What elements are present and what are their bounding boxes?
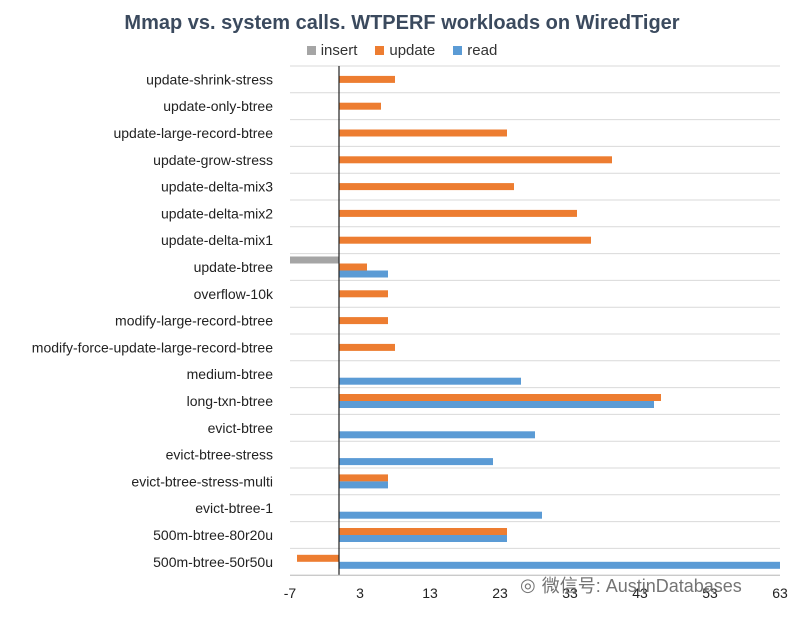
bar-update bbox=[339, 263, 367, 271]
category-label: medium-btree bbox=[187, 366, 274, 382]
bar-read bbox=[339, 535, 507, 542]
bar-update bbox=[339, 343, 395, 351]
x-tick-label: -7 bbox=[284, 585, 297, 601]
legend-label: update bbox=[389, 42, 436, 59]
category-label: update-delta-mix1 bbox=[161, 232, 273, 248]
bar-read bbox=[339, 270, 388, 278]
chart-title: Mmap vs. system calls. WTPERF workloads … bbox=[124, 12, 680, 34]
bar-update bbox=[339, 528, 507, 535]
category-label: update-delta-mix3 bbox=[161, 179, 273, 195]
legend: insert update read bbox=[0, 42, 804, 59]
legend-swatch bbox=[306, 46, 316, 55]
bar-update bbox=[339, 290, 388, 298]
category-label: update-delta-mix2 bbox=[161, 205, 273, 221]
legend-swatch bbox=[453, 46, 463, 55]
bar-read bbox=[339, 511, 542, 519]
category-label: evict-btree-stress-multi bbox=[131, 473, 273, 489]
wechat-icon: ◎ bbox=[520, 574, 536, 595]
bar-update bbox=[339, 129, 507, 137]
bar-read bbox=[339, 481, 388, 489]
legend-swatch bbox=[375, 46, 385, 55]
category-label: evict-btree-stress bbox=[166, 447, 273, 463]
category-label: update-large-record-btree bbox=[113, 125, 273, 141]
x-tick-label: 33 bbox=[562, 585, 578, 601]
bar-update bbox=[339, 236, 591, 244]
category-label: update-shrink-stress bbox=[146, 71, 273, 87]
legend-item-update: update bbox=[375, 42, 435, 59]
x-tick-label: 13 bbox=[422, 585, 438, 601]
x-tick-label: 3 bbox=[356, 585, 364, 601]
watermark-text: 微信号: AustinDatabases bbox=[541, 576, 742, 596]
category-label: modify-force-update-large-record-btree bbox=[32, 339, 273, 355]
bar-update bbox=[339, 156, 612, 164]
bar-update bbox=[339, 75, 395, 83]
legend-label: read bbox=[467, 42, 498, 59]
x-tick-label: 53 bbox=[702, 585, 718, 601]
category-label: evict-btree bbox=[208, 420, 274, 436]
bar-update bbox=[339, 317, 388, 325]
bar-update bbox=[339, 183, 514, 191]
legend-label: insert bbox=[320, 42, 358, 59]
category-label: long-txn-btree bbox=[187, 393, 274, 409]
bar-insert bbox=[290, 256, 339, 264]
bar-read bbox=[339, 561, 780, 569]
category-label: 500m-btree-80r20u bbox=[153, 527, 273, 543]
bar-update bbox=[339, 394, 661, 401]
bar-read bbox=[339, 431, 535, 439]
category-label: overflow-10k bbox=[194, 286, 274, 302]
category-label: modify-large-record-btree bbox=[115, 313, 273, 329]
x-tick-label: 23 bbox=[492, 585, 508, 601]
bar-update bbox=[339, 474, 388, 482]
category-label: update-only-btree bbox=[163, 98, 273, 114]
x-tick-label: 43 bbox=[632, 585, 648, 601]
bar-read bbox=[339, 458, 493, 466]
category-label: 500m-btree-50r50u bbox=[153, 554, 273, 570]
bar-update bbox=[339, 209, 577, 217]
category-label: update-btree bbox=[194, 259, 274, 275]
bar-read bbox=[339, 377, 521, 385]
legend-item-insert: insert bbox=[306, 42, 358, 59]
bar-update bbox=[297, 554, 339, 562]
category-label: evict-btree-1 bbox=[195, 500, 273, 516]
watermark: ◎ 微信号: AustinDatabases bbox=[520, 572, 742, 598]
legend-item-read: read bbox=[453, 42, 497, 59]
x-tick-label: 63 bbox=[772, 585, 788, 601]
bar-update bbox=[339, 102, 381, 110]
bar-read bbox=[339, 401, 654, 408]
category-label: update-grow-stress bbox=[153, 152, 273, 168]
